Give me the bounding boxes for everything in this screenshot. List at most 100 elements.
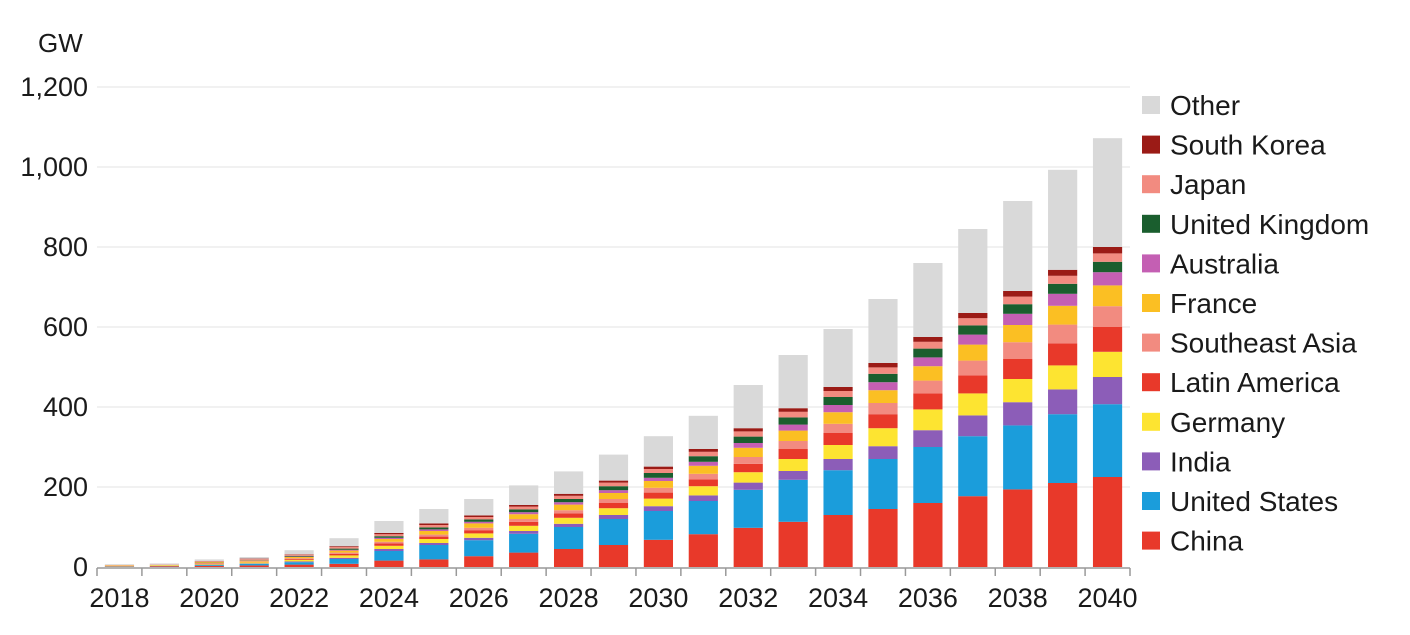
bar-2026-japan (464, 517, 494, 520)
bar-2035-germany (868, 428, 898, 447)
bar-2031-france (688, 465, 718, 474)
bar-2028-china (553, 549, 584, 567)
bar-2022-united-kingdom (284, 555, 314, 557)
bar-2040-france (1092, 285, 1123, 307)
bar-2029-germany (598, 508, 629, 515)
bar-2033-germany (778, 459, 808, 471)
bar-2027-australia (509, 512, 539, 515)
bar-2028-india (553, 523, 584, 527)
bar-2028-france (553, 504, 584, 511)
bar-2034-united-kingdom (823, 397, 853, 405)
bar-2023-china (329, 563, 359, 567)
legend-label-japan: Japan (1170, 169, 1246, 200)
legend-swatch-australia (1142, 254, 1160, 273)
bar-2037-france (958, 344, 988, 361)
bar-2038-japan (1003, 296, 1033, 305)
bar-2038-latin-america (1003, 359, 1033, 379)
bar-2032-australia (733, 443, 763, 448)
legend-label-australia: Australia (1170, 248, 1279, 279)
bar-2032-india (733, 482, 763, 490)
x-tick-label: 2030 (628, 583, 688, 613)
bar-2025-australia (419, 529, 449, 531)
x-tick-label: 2034 (808, 583, 868, 613)
bar-2029-southeast-asia (598, 499, 629, 503)
bar-2023-united-kingdom (329, 548, 359, 550)
bar-2020-france (194, 562, 224, 563)
bar-2034-india (823, 459, 853, 471)
bar-2038-germany (1003, 379, 1033, 403)
bar-2027-germany (509, 525, 539, 531)
bar-2025-south-korea (419, 523, 449, 525)
bar-2024-india (374, 549, 404, 551)
bar-2033-australia (778, 424, 808, 431)
bar-2026-australia (464, 521, 494, 524)
bar-2038-australia (1003, 313, 1033, 325)
bar-2033-united-kingdom (778, 417, 808, 425)
x-tick-label: 2036 (898, 583, 958, 613)
bar-2024-france (374, 539, 404, 542)
legend-swatch-south-korea (1142, 135, 1160, 154)
bar-2022-latin-america (284, 559, 314, 560)
bar-2039-southeast-asia (1048, 324, 1078, 344)
bar-2020-united-states (194, 565, 224, 566)
bar-2037-germany (958, 393, 988, 416)
x-tick-label: 2026 (449, 583, 509, 613)
bar-2030-japan (643, 469, 674, 473)
bar-2035-australia (868, 382, 898, 391)
bar-2023-germany (329, 555, 359, 558)
bar-2038-france (1003, 325, 1033, 343)
bar-2023-latin-america (329, 553, 359, 556)
bar-2038-united-kingdom (1003, 304, 1033, 314)
bar-2036-australia (913, 357, 943, 367)
bar-2028-australia (553, 502, 584, 505)
bar-2035-latin-america (868, 414, 898, 429)
bar-2039-france (1048, 305, 1078, 325)
bar-2032-southeast-asia (733, 457, 763, 464)
bar-2024-germany (374, 545, 404, 549)
legend-swatch-japan (1142, 175, 1160, 194)
bar-2031-japan (688, 451, 718, 457)
bar-2037-latin-america (958, 375, 988, 394)
bar-2034-other (823, 329, 853, 387)
bar-2022-united-states (284, 562, 314, 565)
bar-2026-latin-america (464, 530, 494, 534)
bar-2036-germany (913, 409, 943, 431)
bar-2019-other (149, 563, 179, 565)
bar-2035-china (868, 509, 898, 567)
legend-swatch-germany (1142, 412, 1160, 431)
bar-2037-other (958, 229, 988, 313)
bar-2040-germany (1092, 351, 1123, 377)
bar-2023-australia (329, 549, 359, 551)
bar-2040-south-korea (1092, 247, 1123, 254)
bar-2030-india (643, 506, 674, 511)
bar-2040-southeast-asia (1092, 306, 1123, 327)
bar-2030-united-kingdom (643, 473, 674, 478)
bar-2020-china (194, 565, 224, 567)
bar-2021-france (239, 560, 269, 562)
bar-2039-japan (1048, 275, 1078, 284)
legend-swatch-other (1142, 96, 1160, 114)
bar-2026-south-korea (464, 515, 494, 517)
bars (104, 138, 1123, 567)
bar-2031-united-states (688, 501, 718, 535)
bar-2020-germany (194, 563, 224, 565)
legend: Other South Korea Japan United Kingdom Austr… (1142, 90, 1369, 557)
x-tick-label: 2032 (718, 583, 778, 613)
bar-2021-germany (239, 562, 269, 564)
gridlines (97, 86, 1130, 488)
bar-2031-united-kingdom (688, 456, 718, 462)
bar-2022-india (284, 561, 314, 563)
bar-2022-southeast-asia (284, 558, 314, 559)
bar-2029-united-states (598, 519, 629, 545)
bar-2032-united-kingdom (733, 436, 763, 443)
bar-2040-india (1092, 377, 1123, 405)
bar-2025-japan (419, 525, 449, 528)
x-tick-label: 2038 (988, 583, 1048, 613)
bar-2036-south-korea (913, 337, 943, 342)
bar-2032-germany (733, 472, 763, 483)
bar-2030-united-states (643, 511, 674, 540)
bar-2035-south-korea (868, 363, 898, 368)
x-tick-label: 2020 (179, 583, 239, 613)
bar-2028-germany (553, 517, 584, 524)
bar-2034-latin-america (823, 433, 853, 445)
